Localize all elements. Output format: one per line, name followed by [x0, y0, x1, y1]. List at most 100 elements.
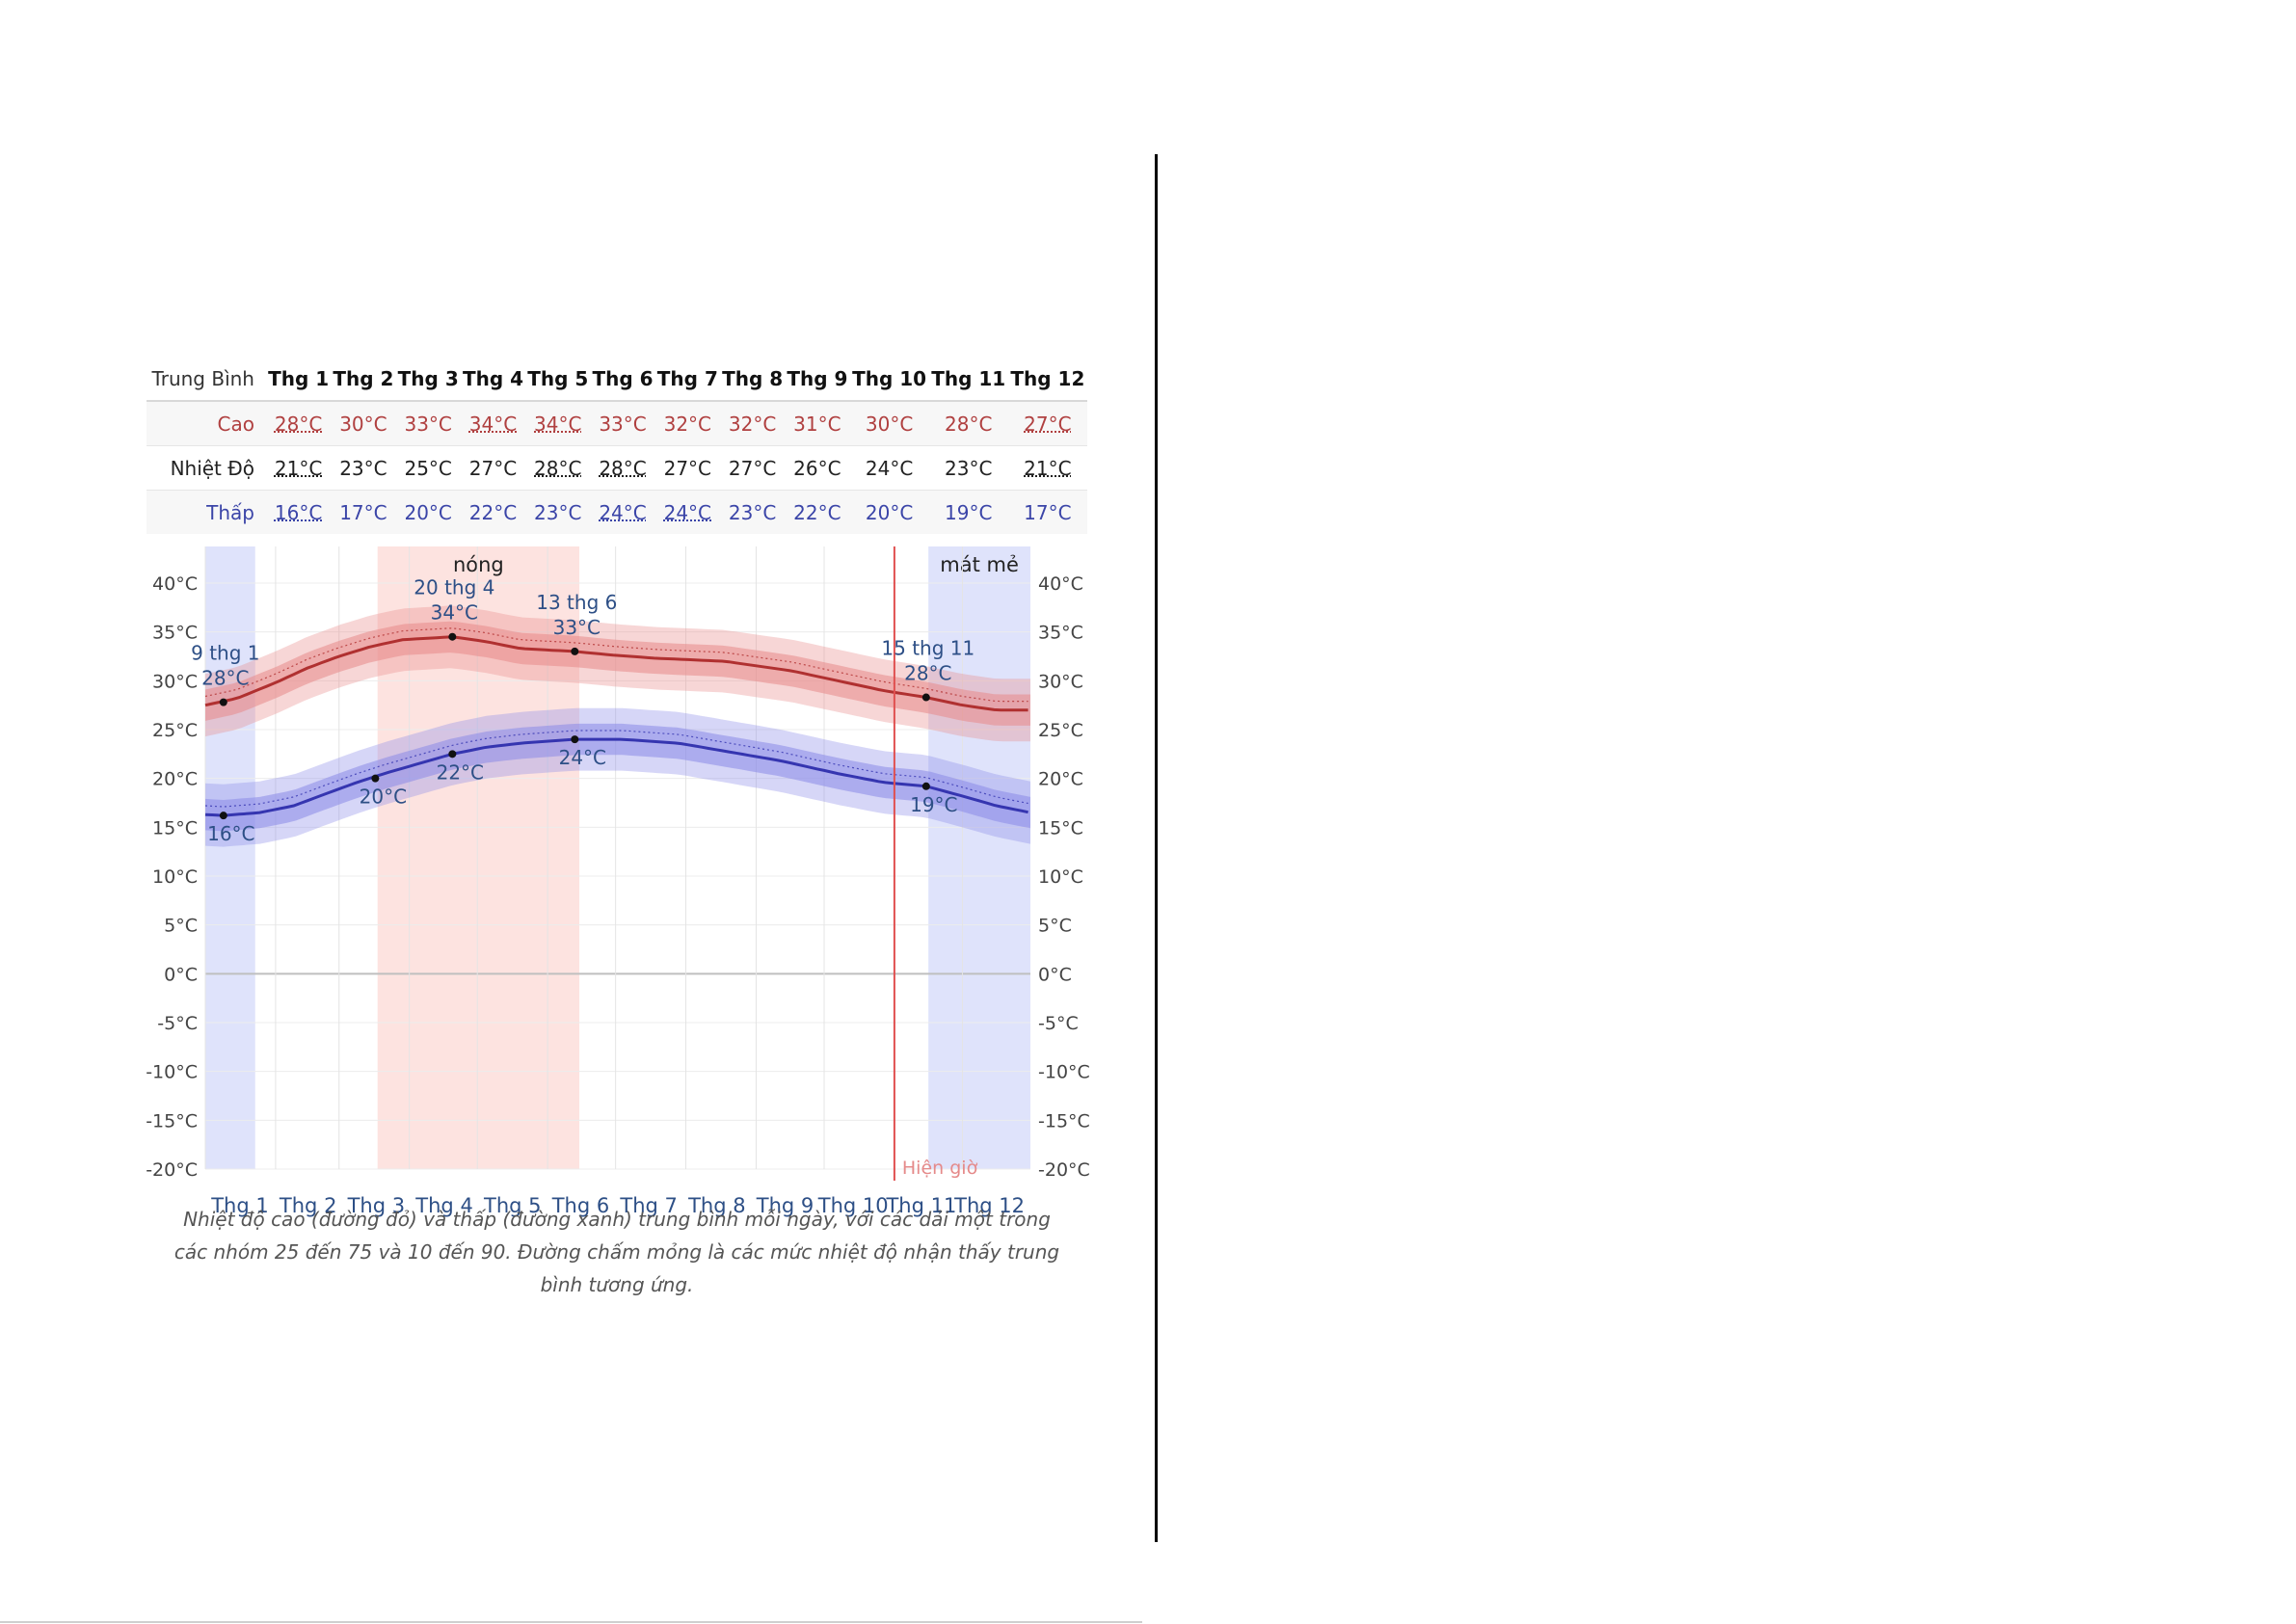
table-cell: 30°C	[331, 401, 396, 446]
table-header-cell: Thg 4	[460, 357, 526, 402]
table-header-cell: Trung Bình	[147, 357, 266, 402]
annotation-date: 13 thg 6	[536, 591, 617, 614]
table-cell: 23°C	[331, 445, 396, 491]
y-tick-label-right: 5°C	[1038, 916, 1072, 937]
low-line	[204, 737, 1028, 817]
y-tick-label-left: 40°C	[152, 573, 198, 595]
high-line	[204, 635, 1028, 712]
table-cell: 33°C	[590, 401, 655, 446]
table-cell: 16°C	[266, 490, 332, 534]
table-cell: 20°C	[849, 490, 929, 534]
y-tick-label-right: 40°C	[1038, 573, 1083, 595]
low-band-inner	[205, 723, 1030, 832]
table-cell: 28°C	[590, 445, 655, 491]
annotation-date: 9 thg 1	[191, 642, 259, 665]
table-header-cell: Thg 3	[395, 357, 461, 402]
table-cell: 19°C	[928, 490, 1008, 534]
y-tick-label-left: -10°C	[146, 1062, 198, 1083]
table-header-cell: Thg 5	[525, 357, 591, 402]
y-tick-label-left: 0°C	[164, 964, 198, 985]
table-cell: 24°C	[590, 490, 655, 534]
table-cell: 33°C	[395, 401, 461, 446]
annotation-dot	[219, 698, 227, 706]
annotation-dot	[571, 735, 579, 744]
table-header-cell: Thg 6	[590, 357, 655, 402]
y-tick-label-right: -10°C	[1038, 1062, 1090, 1083]
y-tick-label-right: 0°C	[1038, 964, 1072, 985]
x-tick-label: Thg 9	[756, 1194, 814, 1217]
y-tick-label-left: 10°C	[152, 866, 198, 888]
row-label: Nhiệt Độ	[147, 445, 266, 491]
x-tick-label: Thg 3	[347, 1194, 406, 1217]
table-cell: 21°C	[1007, 445, 1087, 491]
annotation-dot	[921, 782, 930, 790]
x-tick-label: Thg 4	[414, 1194, 473, 1217]
annotation-dot	[921, 693, 930, 702]
table-cell: 27°C	[654, 445, 720, 491]
annotation-dot	[571, 647, 579, 655]
x-tick-label: Thg 8	[687, 1194, 746, 1217]
table-row-low: Thấp 16°C 17°C 20°C 22°C 23°C 24°C 24°C …	[147, 490, 1087, 534]
annotation-dot	[371, 774, 380, 783]
x-tick-label: Thg 1	[210, 1194, 269, 1217]
annotation-value: 16°C	[207, 822, 254, 845]
y-tick-label-left: 20°C	[152, 769, 198, 790]
annotation-value: 33°C	[553, 616, 601, 639]
table-row-high: Cao 28°C 30°C 33°C 34°C 34°C 33°C 32°C 3…	[147, 401, 1087, 446]
table-cell: 22°C	[460, 490, 526, 534]
climate-summary-table: Trung Bình Thg 1 Thg 2 Thg 3 Thg 4 Thg 5…	[147, 357, 1087, 534]
table-cell: 22°C	[785, 490, 850, 534]
y-tick-label-right: -5°C	[1038, 1013, 1079, 1034]
y-tick-label-left: 30°C	[152, 671, 198, 692]
table-cell: 27°C	[460, 445, 526, 491]
now-marker-label: Hiện giờ	[902, 1158, 978, 1179]
table-header-cell: Thg 2	[331, 357, 396, 402]
annotation-date: 15 thg 11	[881, 637, 974, 660]
table-cell: 21°C	[266, 445, 332, 491]
y-tick-label-right: 20°C	[1038, 769, 1083, 790]
annotation-value: 34°C	[431, 601, 478, 625]
table-cell: 17°C	[1007, 490, 1087, 534]
row-label: Thấp	[147, 490, 266, 534]
annotation-value: 24°C	[559, 746, 606, 769]
y-tick-label-right: 30°C	[1038, 671, 1083, 692]
table-cell: 17°C	[331, 490, 396, 534]
table-cell: 24°C	[654, 490, 720, 534]
table-cell: 28°C	[525, 445, 591, 491]
annotation-value: 20°C	[360, 785, 407, 809]
annotation-value: 28°C	[201, 667, 249, 690]
y-tick-label-right: 25°C	[1038, 720, 1083, 741]
annotation-dot	[219, 812, 227, 820]
table-header-cell: Thg 11	[928, 357, 1008, 402]
y-tick-label-left: -5°C	[157, 1013, 198, 1034]
table-cell: 30°C	[849, 401, 929, 446]
table-header-cell: Thg 9	[785, 357, 850, 402]
y-tick-label-right: -15°C	[1038, 1110, 1090, 1131]
table-header-cell: Thg 8	[719, 357, 786, 402]
table-cell: 32°C	[719, 401, 786, 446]
annotation-value: 22°C	[437, 760, 484, 784]
table-cell: 31°C	[785, 401, 850, 446]
y-tick-label-right: 15°C	[1038, 817, 1083, 839]
y-tick-label-right: -20°C	[1038, 1159, 1090, 1181]
x-tick-label: Thg 6	[551, 1194, 610, 1217]
high-band-inner	[205, 621, 1030, 726]
page-divider-vertical	[1155, 154, 1158, 1542]
table-cell: 32°C	[654, 401, 720, 446]
annotation-date: 20 thg 4	[414, 576, 494, 599]
x-tick-label: Thg 10	[817, 1194, 889, 1217]
table-cell: 25°C	[395, 445, 461, 491]
y-tick-label-left: 15°C	[152, 817, 198, 839]
y-tick-label-left: 5°C	[164, 916, 198, 937]
table-cell: 27°C	[1007, 401, 1087, 446]
low-feels-like-line	[204, 730, 1028, 808]
high-feels-like-line	[204, 627, 1028, 703]
table-header-cell: Thg 7	[654, 357, 720, 402]
table-cell: 20°C	[395, 490, 461, 534]
shaded-period	[205, 546, 255, 1169]
shaded-period	[928, 546, 1030, 1169]
table-cell: 27°C	[719, 445, 786, 491]
table-cell: 34°C	[460, 401, 526, 446]
table-header-cell: Thg 12	[1007, 357, 1087, 402]
